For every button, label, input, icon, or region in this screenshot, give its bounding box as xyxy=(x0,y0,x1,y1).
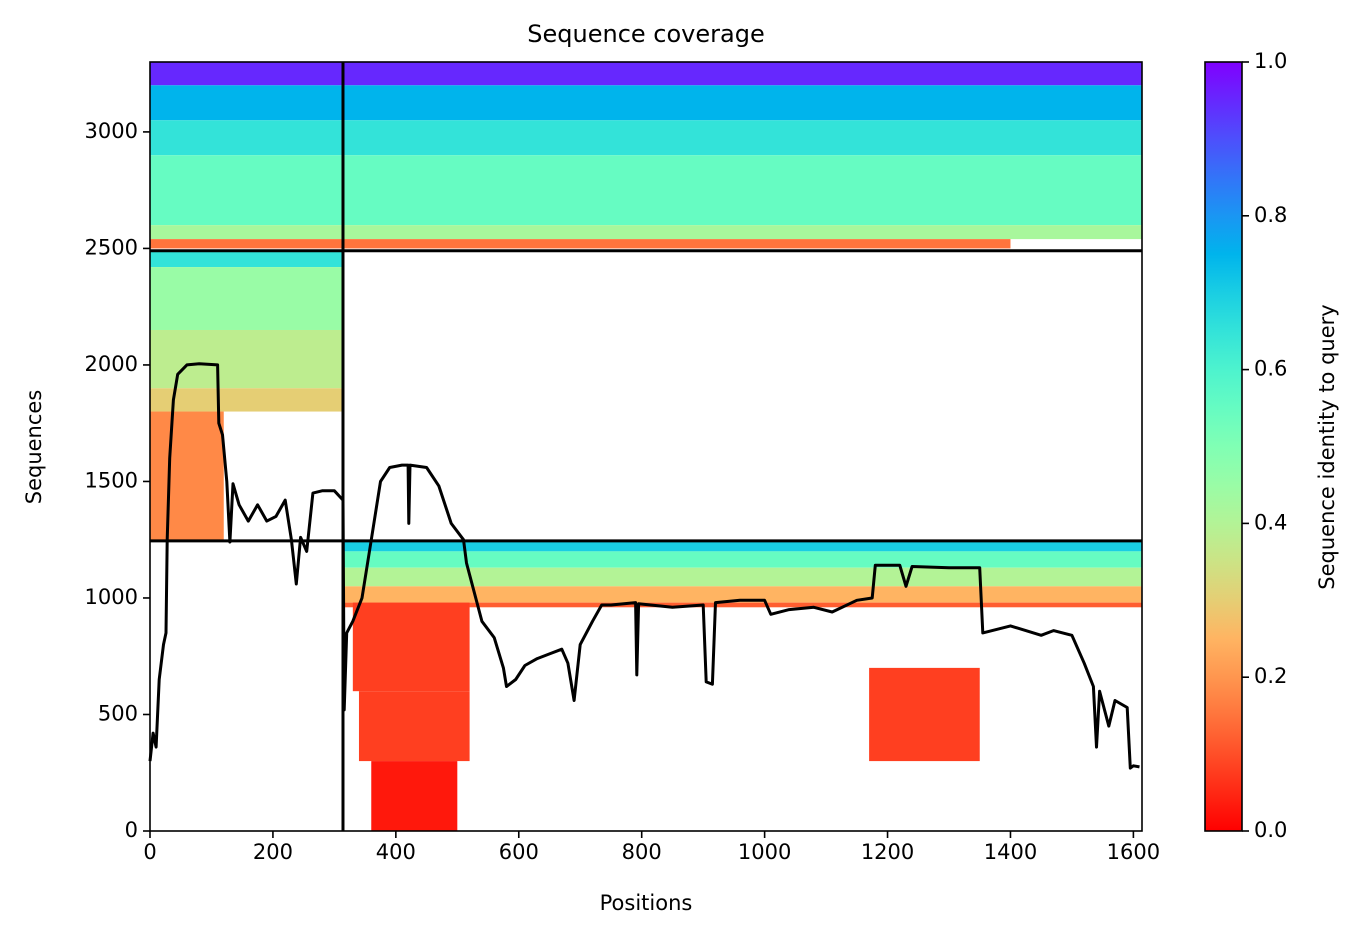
y-tick-label: 0 xyxy=(125,818,138,842)
coverage-line xyxy=(148,362,1140,770)
heatmap-cell xyxy=(342,567,1142,587)
colorbar-tick-label: 1.0 xyxy=(1254,49,1287,73)
heatmap-cell xyxy=(150,155,1142,226)
heatmap-cell xyxy=(150,411,224,540)
heatmap-cell xyxy=(150,388,343,412)
colorbar-tick-label: 0.0 xyxy=(1254,818,1287,842)
x-tick-label: 1600 xyxy=(1107,840,1160,864)
x-tick-label: 1400 xyxy=(984,840,1037,864)
colorbar-tick-label: 0.6 xyxy=(1254,357,1287,381)
heatmap-cell xyxy=(342,586,1142,603)
y-tick-label: 1000 xyxy=(85,585,138,609)
x-tick-label: 1000 xyxy=(738,840,791,864)
y-tick-label: 1500 xyxy=(85,468,138,492)
colorbar-label: Sequence identity to query xyxy=(1315,304,1339,589)
y-tick-label: 500 xyxy=(98,701,138,725)
x-tick-label: 1200 xyxy=(861,840,914,864)
x-axis-label: Positions xyxy=(600,891,693,915)
x-tick-label: 400 xyxy=(376,840,416,864)
heatmap-cell xyxy=(150,85,1142,121)
x-tick-label: 0 xyxy=(143,840,156,864)
colorbar xyxy=(1204,61,1243,832)
heatmap-cell xyxy=(342,539,1142,552)
chart-title: Sequence coverage xyxy=(527,20,764,48)
x-tick-label: 200 xyxy=(253,840,293,864)
x-tick-label: 800 xyxy=(622,840,662,864)
y-tick-label: 2500 xyxy=(85,235,138,259)
colorbar-tick-label: 0.4 xyxy=(1254,510,1287,534)
heatmap-cell xyxy=(150,225,1142,240)
heatmap-cell xyxy=(150,120,1142,156)
heatmap-cell xyxy=(869,667,980,762)
y-tick-label: 2000 xyxy=(85,352,138,376)
y-tick-label: 3000 xyxy=(85,119,138,143)
colorbar-tick-label: 0.2 xyxy=(1254,664,1287,688)
x-tick-label: 600 xyxy=(499,840,539,864)
heatmap-cell xyxy=(358,691,470,762)
heatmap-cell xyxy=(371,761,458,831)
heatmap-cell xyxy=(352,602,470,692)
heatmap-cell xyxy=(150,62,1142,86)
plot-frame xyxy=(149,61,1143,832)
heatmap-cell xyxy=(150,329,343,389)
y-axis-label: Sequences xyxy=(22,390,46,505)
heatmap-cell xyxy=(150,250,343,268)
heatmap-cell xyxy=(150,267,343,330)
heatmap-cell xyxy=(150,239,1011,249)
heatmap-cell xyxy=(342,602,1142,608)
colorbar-tick-label: 0.8 xyxy=(1254,203,1287,227)
heatmap-cell xyxy=(342,551,1142,568)
